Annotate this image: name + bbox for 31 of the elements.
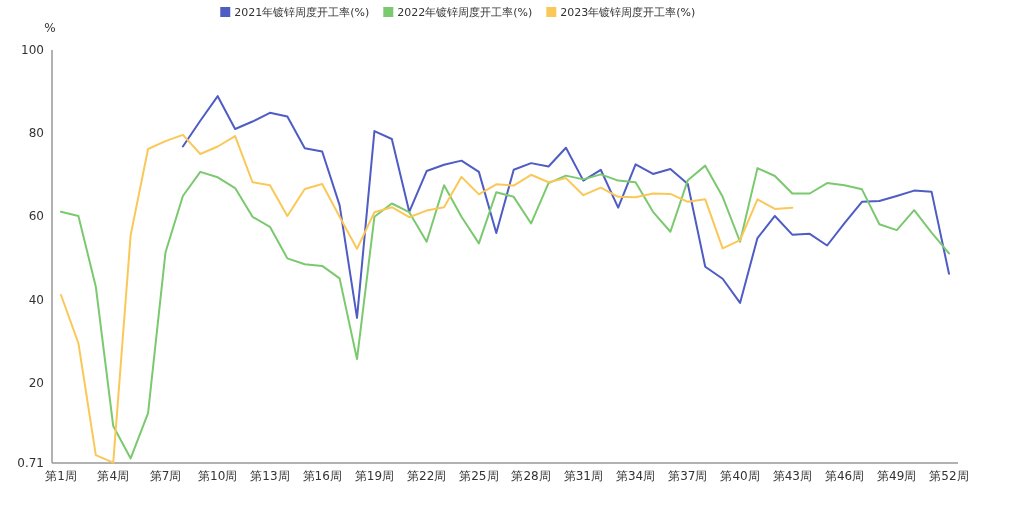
y-tick-label: 100 xyxy=(21,43,44,57)
x-tick-label: 第34周 xyxy=(615,469,656,483)
x-tick-label: 第1周 xyxy=(45,469,77,483)
legend-label: 2021年镀锌周度开工率(%) xyxy=(234,6,370,19)
x-tick-label: 第49周 xyxy=(877,469,917,483)
x-tick-label: 第25周 xyxy=(459,469,499,483)
x-tick-label: 第16周 xyxy=(302,469,342,483)
y-tick-label: 0.71 xyxy=(17,456,44,470)
x-tick-label: 第52周 xyxy=(929,469,969,483)
legend-label: 2023年镀锌周度开工率(%) xyxy=(560,6,696,19)
x-tick-label: 第7周 xyxy=(149,469,182,483)
line-series xyxy=(181,95,950,319)
x-tick-label: 第43周 xyxy=(772,469,812,483)
y-tick-label: 40 xyxy=(28,292,44,307)
x-tick-label: 第19周 xyxy=(354,469,395,483)
y-tick-label: 60 xyxy=(28,209,44,224)
x-tick-label: 第13周 xyxy=(250,469,290,483)
y-axis-title: % xyxy=(44,21,56,35)
line-series xyxy=(60,133,794,464)
x-tick-label: 第31周 xyxy=(563,469,603,483)
x-tick-label: 第46周 xyxy=(824,469,865,483)
x-tick-label: 第37周 xyxy=(668,469,708,483)
y-tick-label: 20 xyxy=(28,375,44,390)
x-tick-label: 第4周 xyxy=(97,469,130,483)
x-tick-label: 第28周 xyxy=(511,469,551,483)
x-tick-label: 第10周 xyxy=(198,469,238,483)
line-series xyxy=(60,164,950,460)
y-tick-label: 80 xyxy=(28,126,44,141)
x-tick-label: 第22周 xyxy=(407,469,447,483)
legend-label: 2022年镀锌周度开工率(%) xyxy=(397,6,533,19)
x-tick-label: 第40周 xyxy=(720,469,760,483)
